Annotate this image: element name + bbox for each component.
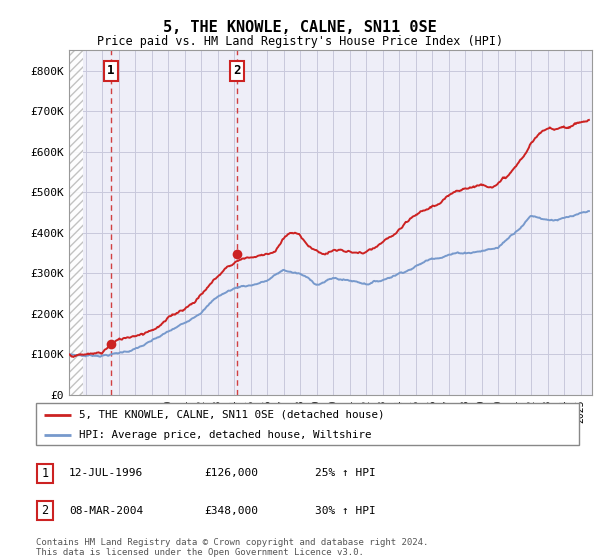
Text: Price paid vs. HM Land Registry's House Price Index (HPI): Price paid vs. HM Land Registry's House …: [97, 35, 503, 48]
Bar: [69, 50, 83, 395]
Text: £348,000: £348,000: [204, 506, 258, 516]
Text: 12-JUL-1996: 12-JUL-1996: [69, 468, 143, 478]
Text: 1: 1: [107, 64, 115, 77]
Text: 2: 2: [233, 64, 241, 77]
FancyBboxPatch shape: [37, 464, 53, 483]
Text: 30% ↑ HPI: 30% ↑ HPI: [315, 506, 376, 516]
FancyBboxPatch shape: [36, 403, 579, 445]
Text: £126,000: £126,000: [204, 468, 258, 478]
Text: 25% ↑ HPI: 25% ↑ HPI: [315, 468, 376, 478]
Text: 08-MAR-2004: 08-MAR-2004: [69, 506, 143, 516]
Text: Contains HM Land Registry data © Crown copyright and database right 2024.
This d: Contains HM Land Registry data © Crown c…: [36, 538, 428, 557]
Text: 2: 2: [41, 504, 49, 517]
Text: 5, THE KNOWLE, CALNE, SN11 0SE: 5, THE KNOWLE, CALNE, SN11 0SE: [163, 20, 437, 35]
Text: HPI: Average price, detached house, Wiltshire: HPI: Average price, detached house, Wilt…: [79, 430, 372, 440]
FancyBboxPatch shape: [37, 501, 53, 520]
Text: 5, THE KNOWLE, CALNE, SN11 0SE (detached house): 5, THE KNOWLE, CALNE, SN11 0SE (detached…: [79, 410, 385, 420]
Text: 1: 1: [41, 466, 49, 480]
